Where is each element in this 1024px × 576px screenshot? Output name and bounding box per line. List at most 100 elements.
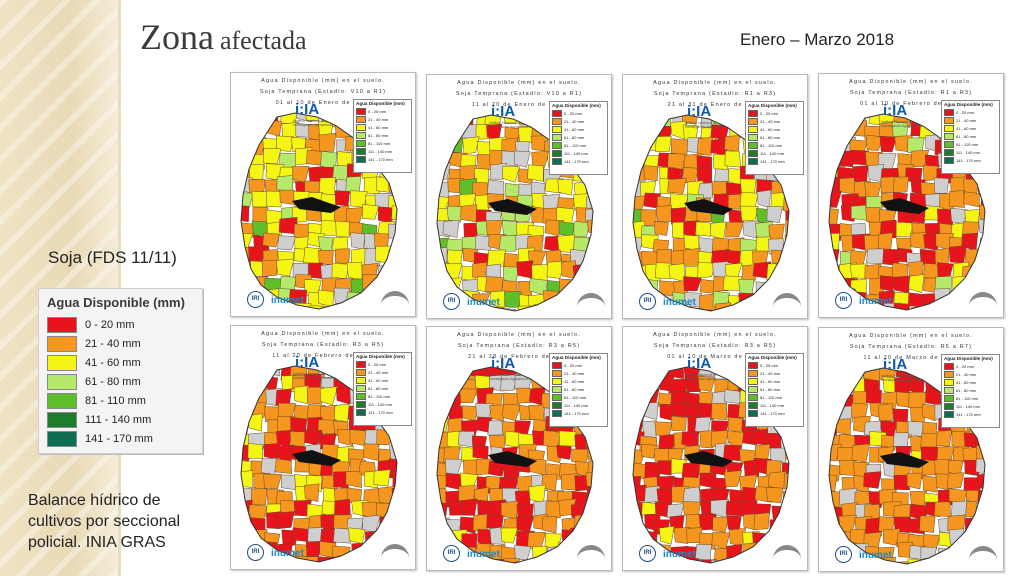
map-section: [952, 291, 971, 308]
map-section: [851, 403, 869, 419]
partner-logo: [969, 292, 997, 309]
map-section: [437, 308, 450, 311]
map-section: [543, 430, 561, 448]
slide-title-main: Zona: [140, 17, 214, 57]
map-section: [514, 544, 532, 561]
mini-legend-swatch: [552, 369, 562, 377]
map-section: [933, 288, 951, 306]
mini-legend-swatch: [748, 109, 758, 117]
map-section: [291, 527, 311, 543]
map-section: [601, 474, 603, 488]
mini-legend-label: 111 - 140 mm: [760, 402, 785, 408]
map-section: [724, 150, 741, 168]
map-section: [247, 443, 264, 459]
map-section: [757, 309, 774, 311]
legend-swatch: [47, 316, 77, 333]
mini-legend-label: 141 - 170 mm: [564, 410, 589, 416]
map-section: [838, 114, 856, 126]
mini-legend-swatch: [356, 376, 366, 384]
mini-legend-swatch: [944, 386, 954, 394]
map-section: [437, 405, 449, 423]
map-header: Agua Disponible (mm) en el suelo. Soja Te…: [433, 78, 605, 111]
legend-label: 111 - 140 mm: [85, 413, 152, 426]
map-section: [556, 445, 572, 460]
map-header-line2: Soja Temprana (Estadío: R1 a R3): [653, 91, 777, 97]
mini-legend-label: 0 - 20 mm: [564, 362, 583, 368]
mini-legend-swatch: [356, 400, 366, 408]
mini-legend-label: 61 - 80 mm: [760, 386, 781, 392]
map-section: [864, 181, 882, 198]
map-section: [541, 516, 558, 534]
inia-logo: i:IA: [491, 355, 516, 372]
map-section: [405, 193, 407, 210]
map-section: [935, 429, 952, 447]
map-section: [829, 190, 842, 208]
map-section: [992, 433, 995, 448]
legend-label: 141 - 170 mm: [85, 432, 153, 445]
inia-subtitle: Instituto Nacional de Investigación Agro…: [293, 372, 336, 380]
map-section: [485, 220, 503, 237]
map-section: [241, 529, 253, 546]
map-section: [446, 205, 465, 223]
partner-logo: [773, 545, 801, 562]
map-section: [655, 205, 672, 222]
map-section: [503, 291, 522, 308]
map-section: [241, 192, 254, 209]
mini-legend-item: 41 - 60 mm: [746, 377, 803, 385]
map-section: [293, 385, 309, 405]
lake-shape: [292, 197, 341, 213]
mini-legend-label: 0 - 20 mm: [368, 108, 387, 114]
mini-legend-label: 81 - 110 mm: [564, 142, 587, 148]
map-section: [446, 115, 464, 126]
country-outline: [828, 367, 986, 565]
map-section: [532, 304, 551, 311]
map-section: [753, 558, 770, 563]
map-section: [319, 386, 339, 406]
mini-legend-item: 61 - 80 mm: [746, 133, 803, 141]
map-section: [586, 262, 593, 279]
mini-legend-item: 61 - 80 mm: [746, 385, 803, 393]
map-section: [766, 263, 784, 280]
map-header-line2: Soja Temprana (Estadío: R3 a R5): [261, 342, 385, 348]
map-section: [586, 445, 593, 462]
mini-legend-swatch: [552, 409, 562, 417]
map-section: [767, 471, 787, 490]
inia-logo: i:IA: [883, 356, 908, 373]
map-section: [331, 263, 349, 279]
iri-logo: IRI: [835, 292, 852, 309]
map-section: [487, 420, 505, 436]
map-section: [546, 545, 565, 563]
mini-legend-label: 41 - 60 mm: [564, 126, 585, 132]
map-header-line2: Soja Temprana (Estadío: R1 a R3): [849, 90, 973, 96]
map-section: [251, 120, 268, 136]
mini-legend-item: 0 - 20 mm: [746, 109, 803, 117]
map-section: [671, 415, 687, 431]
legend-swatch: [47, 373, 77, 390]
caption: Balance hídrico de cultivos por secciona…: [28, 492, 181, 551]
map-panel: Agua Disponible (mm) en el suelo. Soja Te…: [622, 326, 808, 571]
map-section: [306, 386, 325, 405]
country-outline: [828, 113, 986, 311]
map-section: [829, 275, 845, 292]
map-section: [654, 221, 669, 236]
mini-legend-swatch: [552, 385, 562, 393]
legend-label: 61 - 80 mm: [85, 375, 141, 388]
mini-legend-swatch: [944, 378, 954, 386]
map-section: [994, 206, 995, 222]
map-section: [320, 219, 338, 236]
map-section: [405, 220, 407, 238]
map-section: [402, 461, 407, 477]
mini-legend-swatch: [944, 394, 954, 402]
mini-legend-swatch: [552, 361, 562, 369]
map-section: [919, 515, 936, 533]
map-section: [489, 558, 506, 563]
map-section: [979, 515, 985, 532]
map-section: [279, 189, 296, 206]
lake-shape: [880, 198, 929, 214]
inia-logo: i:IA: [687, 103, 712, 120]
mini-legend-item: 111 - 140 mm: [746, 401, 803, 409]
map-section: [403, 236, 407, 251]
map-section: [241, 376, 249, 392]
inumet-logo: inumet: [663, 297, 696, 308]
map-section: [600, 195, 603, 212]
